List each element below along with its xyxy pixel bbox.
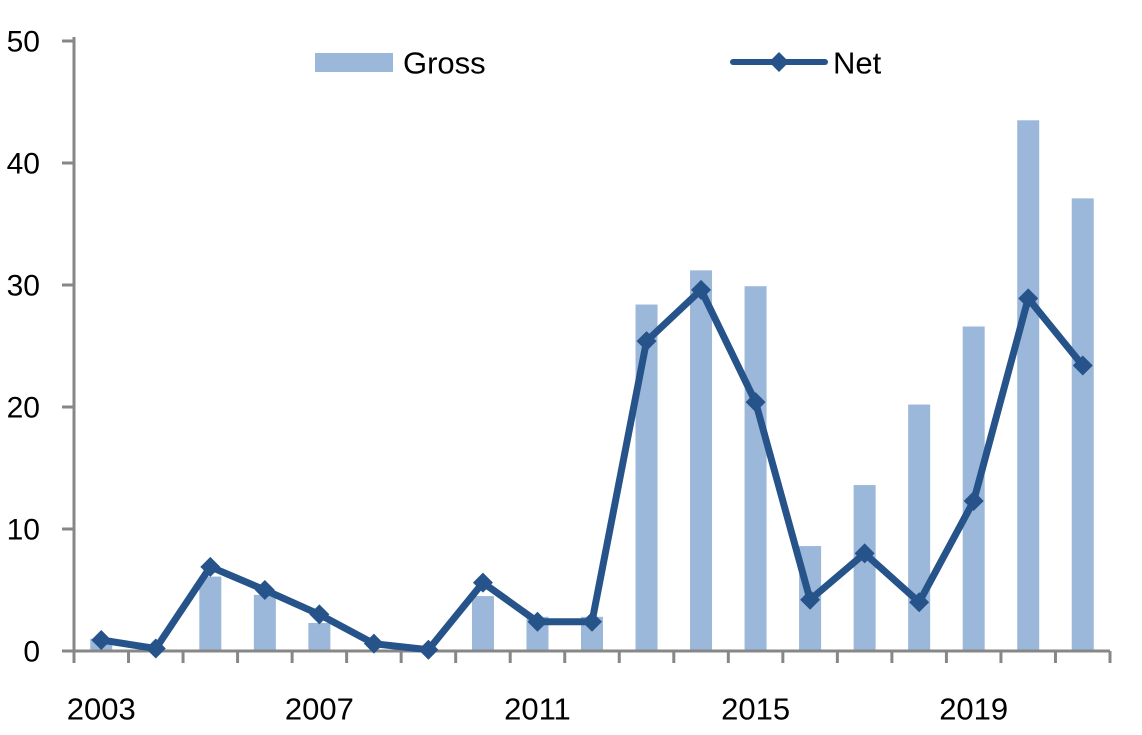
net-marker-swatch-icon [769,52,789,72]
bar-2017 [853,485,876,651]
marker-2005 [200,556,221,577]
legend-label-net: Net [833,46,882,81]
y-tick-label: 0 [23,636,40,669]
x-tick-label: 2019 [939,691,1008,726]
x-tick-label: 2011 [504,691,571,726]
y-tick-label: 10 [7,514,40,547]
marker-2017 [854,543,875,564]
marker-2004 [145,638,166,659]
bar-2014 [690,270,713,651]
y-tick-label: 40 [7,148,40,181]
marker-2018 [909,592,930,613]
x-tick-label: 2003 [67,691,136,726]
marker-2020 [1018,288,1039,309]
bar-2013 [635,304,658,651]
marker-2012 [582,611,602,632]
x-axis-ticks [72,651,1112,663]
bar-2021 [1071,198,1094,651]
bar-series-gross [90,120,1094,652]
bar-2020 [1017,120,1040,652]
marker-2008 [363,633,384,654]
bar-2005 [199,576,222,651]
marker-2016 [800,589,821,610]
legend: Gross Net [315,46,882,81]
legend-label-gross: Gross [403,46,486,81]
marker-2007 [309,604,330,625]
marker-2013 [636,331,657,352]
line-series-net [91,279,1093,660]
net-line [97,286,1087,654]
marker-2015 [745,392,766,413]
gross-swatch-icon [315,53,393,72]
marker-2003 [91,630,112,651]
x-axis-labels: 2003 2007 2011 2015 2019 [67,691,1008,726]
bar-2018 [908,404,931,651]
marker-2006 [254,580,275,600]
y-tick-label: 30 [7,270,40,303]
bar-2010 [471,596,494,651]
marker-2014 [691,279,712,300]
y-tick-label: 50 [7,26,40,59]
y-tick-label: 20 [7,392,40,425]
marker-2009 [418,639,439,660]
bar-2015 [744,286,767,651]
bar-2007 [308,622,331,651]
marker-2021 [1072,355,1093,376]
x-tick-label: 2007 [285,691,354,726]
y-axis-ticks: 0 10 20 30 40 50 [7,26,74,669]
axes [72,37,1110,653]
x-tick-label: 2015 [721,691,790,726]
marker-2019 [963,490,984,511]
marker-2011 [527,611,548,632]
marker-2010 [472,572,493,593]
bar-2006 [253,594,276,651]
